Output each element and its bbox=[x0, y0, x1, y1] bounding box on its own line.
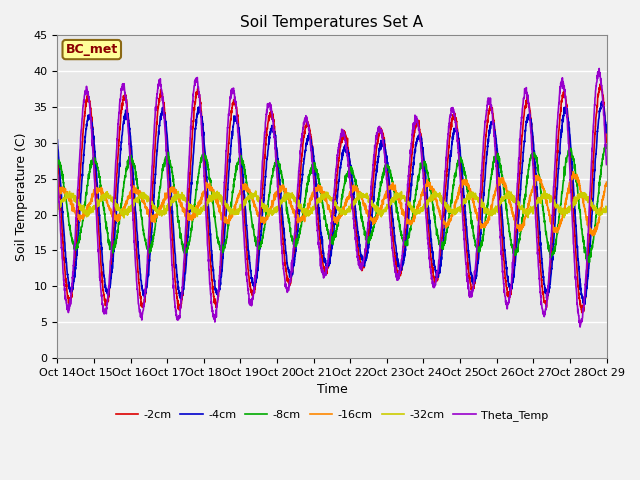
Theta_Temp bbox=[576, 324, 584, 330]
-8cm bbox=[288, 233, 296, 239]
-8cm bbox=[54, 160, 61, 166]
-2cm bbox=[116, 125, 124, 131]
-2cm bbox=[532, 201, 540, 207]
-4cm bbox=[592, 151, 600, 157]
-16cm bbox=[288, 205, 296, 211]
-4cm bbox=[148, 216, 156, 222]
Line: -16cm: -16cm bbox=[58, 172, 607, 236]
-2cm bbox=[597, 80, 605, 86]
Theta_Temp bbox=[264, 103, 272, 108]
-16cm bbox=[54, 191, 61, 197]
-4cm bbox=[116, 156, 124, 162]
-32cm bbox=[533, 201, 541, 207]
-32cm bbox=[603, 206, 611, 212]
-8cm bbox=[116, 214, 124, 219]
-2cm bbox=[54, 144, 61, 150]
-32cm bbox=[116, 207, 124, 213]
-4cm bbox=[598, 98, 606, 104]
Line: -8cm: -8cm bbox=[58, 144, 607, 262]
-4cm bbox=[532, 185, 540, 191]
-4cm bbox=[264, 147, 272, 153]
-2cm bbox=[264, 120, 272, 125]
Theta_Temp bbox=[54, 171, 61, 177]
-8cm bbox=[532, 155, 540, 160]
-16cm bbox=[592, 227, 600, 232]
-32cm bbox=[288, 192, 296, 198]
-32cm bbox=[264, 211, 272, 217]
-8cm bbox=[603, 144, 611, 150]
-2cm bbox=[288, 269, 296, 275]
Line: Theta_Temp: Theta_Temp bbox=[58, 69, 607, 327]
-4cm bbox=[581, 301, 589, 307]
-4cm bbox=[54, 137, 61, 143]
-16cm bbox=[264, 213, 272, 218]
Theta_Temp bbox=[116, 96, 124, 102]
-2cm bbox=[578, 310, 586, 315]
-16cm bbox=[570, 169, 577, 175]
X-axis label: Time: Time bbox=[317, 383, 348, 396]
Theta_Temp bbox=[592, 85, 600, 91]
-32cm bbox=[541, 188, 549, 194]
-32cm bbox=[592, 210, 600, 216]
-8cm bbox=[148, 238, 156, 244]
Theta_Temp bbox=[603, 162, 611, 168]
-16cm bbox=[148, 216, 156, 221]
-4cm bbox=[603, 126, 611, 132]
Legend: -2cm, -4cm, -8cm, -16cm, -32cm, Theta_Temp: -2cm, -4cm, -8cm, -16cm, -32cm, Theta_Te… bbox=[111, 406, 553, 425]
Title: Soil Temperatures Set A: Soil Temperatures Set A bbox=[241, 15, 424, 30]
-8cm bbox=[586, 259, 593, 265]
Theta_Temp bbox=[532, 229, 540, 235]
Theta_Temp bbox=[595, 66, 603, 72]
-16cm bbox=[116, 212, 124, 218]
-32cm bbox=[54, 208, 61, 214]
Theta_Temp bbox=[288, 269, 296, 275]
-2cm bbox=[603, 140, 611, 145]
-32cm bbox=[149, 205, 157, 211]
Theta_Temp bbox=[148, 153, 156, 159]
-16cm bbox=[603, 179, 611, 185]
-4cm bbox=[288, 268, 296, 274]
Line: -32cm: -32cm bbox=[58, 191, 607, 218]
-2cm bbox=[592, 115, 600, 120]
-16cm bbox=[589, 233, 596, 239]
Text: BC_met: BC_met bbox=[66, 43, 118, 56]
-2cm bbox=[148, 188, 156, 194]
-32cm bbox=[120, 215, 128, 221]
Line: -4cm: -4cm bbox=[58, 101, 607, 304]
-8cm bbox=[602, 142, 610, 147]
-8cm bbox=[592, 213, 600, 219]
-16cm bbox=[532, 177, 540, 182]
Line: -2cm: -2cm bbox=[58, 83, 607, 312]
-8cm bbox=[264, 204, 272, 210]
Y-axis label: Soil Temperature (C): Soil Temperature (C) bbox=[15, 132, 28, 261]
